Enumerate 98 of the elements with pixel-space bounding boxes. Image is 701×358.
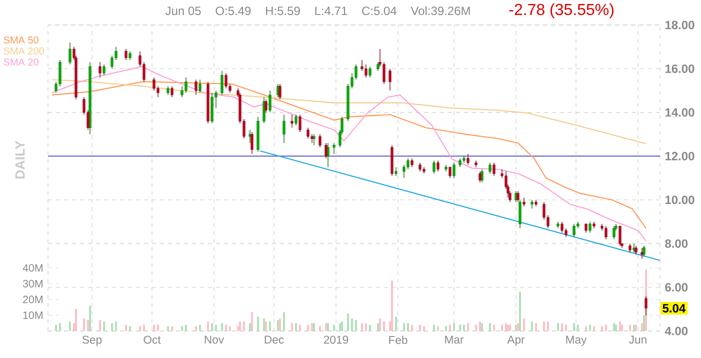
candlestick	[98, 62, 102, 78]
line-series	[51, 66, 647, 242]
candlestick	[332, 142, 336, 154]
candlestick	[360, 60, 364, 72]
y2-tick-label: 16.00	[665, 64, 694, 73]
text: L:4.71	[315, 6, 348, 15]
candlestick	[262, 96, 266, 124]
candlestick	[488, 162, 492, 174]
candlestick	[310, 134, 314, 144]
line-series	[51, 79, 647, 144]
text: H:5.59	[266, 6, 300, 16]
candlestick	[102, 64, 106, 76]
y2-tick-label: 14.00	[665, 108, 694, 117]
y-tick-label: 30M	[22, 280, 42, 288]
candlestick	[364, 64, 368, 78]
candlestick	[394, 166, 398, 176]
candlestick	[306, 127, 310, 139]
candlestick	[592, 221, 596, 229]
candlestick	[644, 296, 648, 316]
candlestick	[556, 221, 560, 229]
x-tick-label: Feb	[389, 336, 408, 344]
candlestick	[184, 77, 188, 94]
x-tick-label: Oct	[144, 336, 161, 344]
candlestick	[480, 168, 484, 183]
candlestick	[170, 86, 174, 98]
text: C:5.04	[362, 6, 396, 16]
candlestick	[572, 224, 576, 238]
candlestick	[588, 221, 592, 233]
candlestick	[466, 154, 470, 166]
candlestick	[152, 77, 156, 91]
x-tick-label: May	[566, 336, 587, 346]
text: Vol:39.26M	[410, 6, 470, 16]
candlestick	[436, 160, 440, 172]
text: SMA 200	[4, 47, 44, 55]
text: Jun 05	[165, 6, 201, 16]
candlestick	[612, 226, 616, 240]
candlestick	[604, 226, 608, 240]
candlestick	[388, 68, 392, 91]
text: O:5.49	[216, 6, 251, 16]
candlestick	[294, 114, 298, 126]
candlestick	[640, 248, 644, 260]
candlestick	[248, 130, 252, 144]
candlestick	[298, 114, 302, 132]
candlestick	[198, 79, 202, 94]
candlestick	[68, 42, 72, 65]
candlestick	[406, 158, 410, 170]
candlestick	[290, 114, 294, 128]
text: SMA 20	[4, 58, 38, 66]
x-tick-label: Jun	[629, 336, 646, 344]
candlestick	[278, 84, 282, 100]
y2-tick-label: 8.00	[665, 239, 688, 248]
line-series	[51, 81, 647, 229]
y2-tick-label: 18.00	[665, 20, 694, 30]
candlestick	[432, 160, 436, 174]
candlestick	[632, 243, 636, 253]
x-tick-label: Dec	[264, 336, 284, 344]
candlestick	[318, 134, 322, 148]
candlestick	[522, 197, 526, 207]
y2-tick-label: 4.00	[664, 326, 688, 336]
x-tick-label: Apr	[507, 336, 525, 346]
x-tick-label: Sep	[82, 336, 102, 346]
candlestick	[452, 162, 456, 178]
y2-tick-label: 10.00	[665, 196, 694, 204]
candlestick	[518, 200, 522, 229]
candlestick	[324, 142, 328, 159]
x-tick-label: Mar	[445, 336, 464, 344]
candlestick	[110, 55, 114, 70]
candlestick	[618, 226, 622, 246]
candlestick	[250, 132, 254, 154]
text: 5.04	[662, 304, 686, 313]
y-tick-label: 40M	[22, 264, 42, 272]
candlestick	[560, 221, 564, 233]
candlestick	[124, 48, 128, 60]
text: -2.78 (35.55%)	[509, 3, 614, 18]
candlestick	[530, 200, 534, 209]
x-tick-label: 2019	[324, 336, 348, 344]
candlestick	[220, 70, 224, 96]
candlestick	[478, 171, 482, 183]
candlestick	[224, 72, 228, 89]
candlestick	[282, 114, 286, 144]
candlestick	[58, 60, 62, 87]
candlestick	[194, 79, 198, 96]
y2-tick-label: 12.00	[665, 152, 694, 160]
candlestick	[264, 98, 268, 113]
candlestick	[268, 90, 272, 113]
x-tick-label: Nov	[204, 336, 224, 344]
candlestick	[492, 162, 496, 176]
candlestick	[448, 166, 452, 178]
candlestick	[312, 134, 316, 146]
y2-tick-label: 6.00	[665, 283, 688, 292]
y-tick-label: 20M	[23, 296, 42, 304]
y-tick-label: 10M	[23, 311, 42, 320]
candlestick	[642, 245, 646, 258]
candlestick	[382, 62, 386, 84]
candlestick	[474, 160, 478, 168]
text: SMA 50	[4, 36, 38, 44]
candlestick	[180, 86, 184, 98]
candlestick	[368, 66, 372, 78]
